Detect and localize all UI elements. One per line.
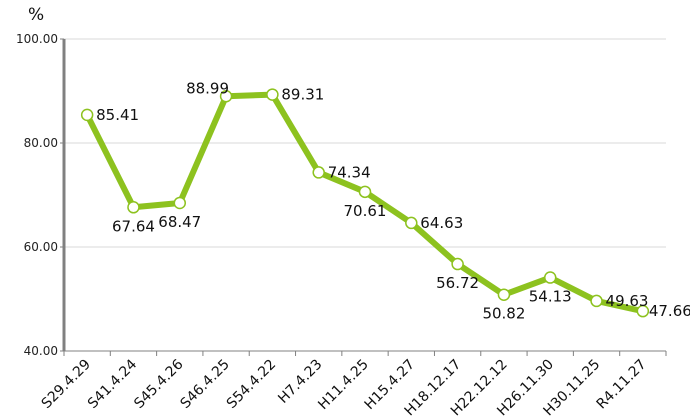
data-point bbox=[80, 108, 94, 122]
data-point bbox=[127, 201, 140, 214]
data-label: 56.72 bbox=[436, 274, 479, 292]
data-label: 89.31 bbox=[281, 86, 324, 104]
data-point bbox=[543, 271, 557, 284]
axes bbox=[60, 38, 667, 356]
data-point bbox=[266, 88, 279, 101]
x-tick-labels: S29.4.29S41.4.24S45.4.26S46.4.25S54.4.22… bbox=[39, 356, 650, 416]
data-label: 88.99 bbox=[186, 79, 229, 97]
data-label: 68.47 bbox=[158, 213, 201, 231]
y-tick-labels: 40.00 60.00 80.00 100.00 bbox=[16, 32, 58, 358]
x-tick-label: S45.4.26 bbox=[131, 356, 186, 411]
y-tick-label: 60.00 bbox=[24, 240, 58, 254]
y-tick-label: 80.00 bbox=[24, 136, 58, 150]
data-label: 85.41 bbox=[96, 106, 139, 124]
data-label: 67.64 bbox=[112, 217, 155, 235]
x-tick-label: S41.4.24 bbox=[85, 356, 140, 411]
data-point bbox=[219, 90, 233, 103]
x-tick-label: S29.4.29 bbox=[39, 357, 94, 412]
data-point bbox=[497, 288, 511, 301]
data-point bbox=[358, 185, 372, 199]
x-tick-label: S54.4.22 bbox=[224, 357, 279, 412]
data-labels: 85.41 67.64 68.47 88.99 89.31 74.34 70.61 64.63… bbox=[96, 79, 690, 322]
data-point bbox=[636, 304, 650, 318]
y-tick-label: 40.00 bbox=[24, 344, 58, 358]
data-point bbox=[173, 196, 187, 210]
data-point bbox=[405, 216, 418, 230]
series-group bbox=[80, 88, 650, 318]
data-label: 74.34 bbox=[328, 163, 371, 181]
y-unit-label: % bbox=[28, 5, 44, 25]
data-point bbox=[451, 257, 464, 271]
y-tick-label: 100.00 bbox=[16, 32, 58, 46]
data-label: 49.63 bbox=[606, 292, 649, 310]
data-label: 47.66 bbox=[649, 302, 690, 320]
data-label: 70.61 bbox=[344, 202, 387, 220]
x-tick-label: S46.4.25 bbox=[178, 357, 233, 412]
data-point bbox=[312, 166, 325, 179]
data-label: 50.82 bbox=[482, 305, 525, 323]
x-tick-label: R4.11.27 bbox=[594, 357, 650, 413]
data-label: 54.13 bbox=[529, 288, 572, 306]
gridlines bbox=[64, 38, 666, 248]
data-label: 64.63 bbox=[420, 214, 463, 232]
data-point bbox=[590, 294, 603, 308]
